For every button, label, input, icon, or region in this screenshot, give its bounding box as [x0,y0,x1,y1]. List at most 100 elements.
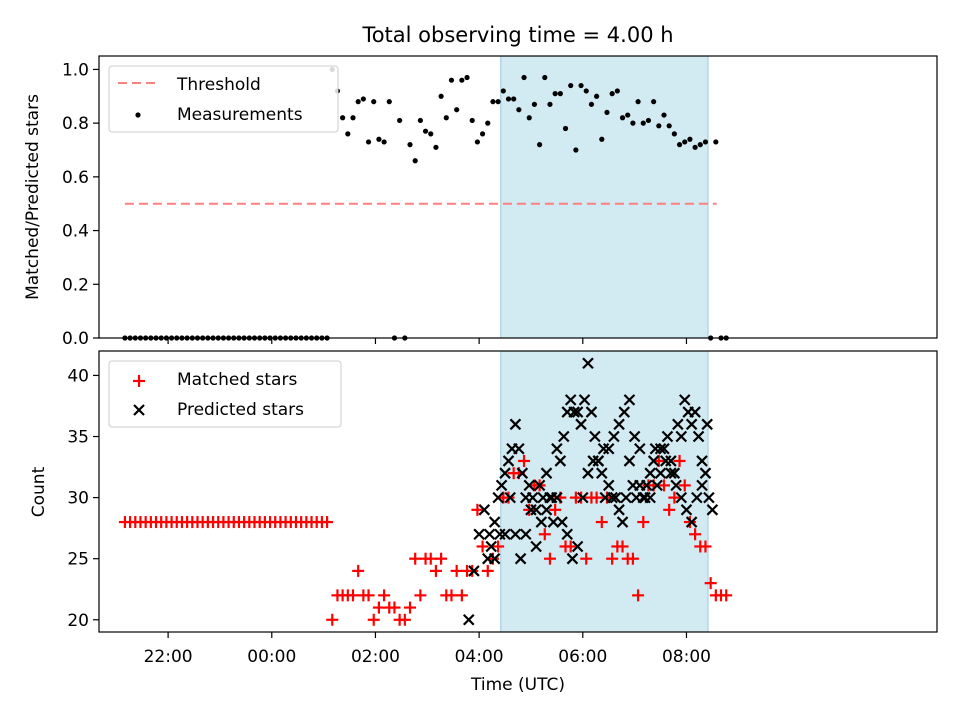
predicted-star-point [685,418,698,431]
measurement-point [454,107,460,113]
predicted-star-point [566,552,579,565]
predicted-star-point [551,442,563,455]
measurement-point [609,91,615,97]
predicted-star-point [540,504,553,516]
predicted-star-point [509,418,522,431]
predicted-star-point [513,442,525,455]
matched-star-point [678,479,691,492]
measurement-point [521,74,527,81]
measurement-point [682,139,688,145]
measurement-point [459,77,465,83]
predicted-star-point [623,394,636,406]
measurement-point [676,142,683,148]
predicted-star-point [661,430,674,443]
predicted-star-point [602,442,615,455]
matched-star-point [476,540,489,553]
measurement-point [557,91,563,97]
top-points [122,66,729,341]
predicted-star-point [701,418,713,431]
x-tick-label: 06:00 [558,647,607,667]
predicted-star-point [499,528,511,541]
matched-star-point [518,454,531,467]
top-y-ticks: 0.0 0.2 0.4 0.6 0.8 1.0 [62,60,99,349]
x-axis-label: Time (UTC) [470,675,565,695]
predicted-star-point [654,467,667,479]
predicted-star-point [628,430,641,443]
measurement-point [635,99,641,105]
predicted-star-point [665,467,677,479]
measurement-point [365,139,372,145]
predicted-star-point [514,552,527,565]
predicted-star-point [634,442,646,455]
measurement-point [531,101,538,107]
x-tick-label: 00:00 [247,647,296,667]
measurement-point [360,96,366,102]
measurement-point [495,99,501,105]
predicted-star-point [556,516,568,528]
predicted-star-point [519,528,532,541]
predicted-star-point [703,491,715,504]
predicted-star-point [540,467,553,479]
chart-title: Total observing time = 4.00 h [361,23,673,47]
matched-star-point [424,552,437,565]
predicted-star-point [468,565,480,577]
predicted-star-point [623,455,636,467]
measurement-point [443,115,449,121]
predicted-star-point [564,394,577,406]
predicted-star-point [578,394,591,406]
matched-star-point [538,528,551,541]
predicted-star-point [523,479,536,492]
bottom-y-axis-label: Count [29,466,49,517]
matched-star-point [616,540,629,553]
predicted-star-point [462,614,475,626]
top-legend-box [108,65,339,133]
measurement-point [614,88,620,94]
predicted-star-point [592,455,605,467]
measurement-point [438,93,444,99]
measurement-point [479,131,486,137]
predicted-star-point [488,516,501,528]
top-shaded-span [500,55,709,339]
predicted-star-point [602,479,615,492]
predicted-star-point [680,504,693,516]
predicted-star-point [606,491,618,504]
measurement-point [485,120,491,126]
bottom-x-ticks: 22:00 00:00 02:00 04:00 06:00 08:00 [144,632,711,667]
measurement-point [340,115,346,121]
measurement-point [381,139,387,145]
predicted-star-point [585,406,598,418]
matched-star-point [683,516,696,529]
legend-predicted-label: Predicted stars [177,400,304,420]
measurement-point [350,115,356,121]
legend-matched-swatch [133,375,145,387]
y-tick-label: 0.0 [62,329,89,349]
matched-star-point [580,552,593,565]
measurement-point [666,123,672,129]
x-tick-label: 02:00 [351,647,400,667]
matched-star-point [575,491,588,504]
measurement-point [594,93,600,99]
predicted-star-point [530,540,542,553]
predicted-star-point [620,491,632,504]
matched-star-point [637,516,650,529]
legend-threshold-label: Threshold [176,75,261,95]
measurement-point [397,117,403,124]
matched-star-point [523,503,536,516]
predicted-star-point [689,406,701,418]
measurement-point [474,139,480,145]
matched-star-point [378,589,391,602]
measurement-point [386,99,392,105]
measurement-point [542,74,548,81]
measurement-point [422,128,429,134]
predicted-star-point [558,430,570,443]
predicted-star-point [478,504,491,516]
matched-star-point [699,540,712,553]
y-tick-label: 0.8 [62,114,89,134]
measurement-point [713,139,719,145]
matched-star-point [466,564,479,577]
measurement-point [687,136,693,142]
predicted-star-point [535,516,548,528]
measurement-point [588,101,595,107]
predicted-star-point [551,491,563,504]
